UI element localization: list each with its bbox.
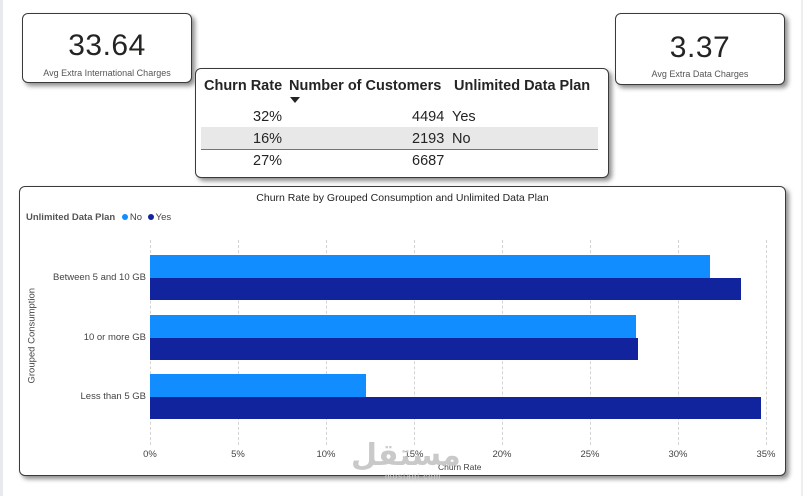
bar-yes-2[interactable] — [150, 396, 761, 419]
bar-no-0[interactable] — [150, 255, 710, 278]
x-tick-label: 25% — [580, 449, 600, 460]
x-tick-label: 30% — [668, 449, 688, 460]
x-tick-label: 5% — [231, 449, 245, 460]
kpi-label: Avg Extra International Charges — [43, 68, 171, 78]
table-cell-plan: No — [452, 131, 471, 147]
y-category-label: 10 or more GB — [83, 331, 146, 343]
legend-title: Unlimited Data Plan — [26, 212, 116, 223]
column-header-churn-rate[interactable]: Churn Rate — [204, 78, 283, 94]
chart-title: Churn Rate by Grouped Consumption and Un… — [256, 192, 549, 204]
table-total-customers: 6687 — [412, 153, 445, 169]
column-header-unlimited-data-plan[interactable]: Unlimited Data Plan — [454, 78, 591, 94]
table-cell-churn-rate: 16% — [253, 131, 283, 147]
legend-item-no[interactable]: No — [129, 212, 143, 223]
table-cell-customers: 4494 — [412, 109, 445, 125]
bar-no-1[interactable] — [150, 315, 636, 338]
y-category-label: Between 5 and 10 GB — [53, 271, 146, 283]
canvas-left-edge — [0, 0, 3, 496]
x-tick-label: 0% — [143, 449, 157, 460]
legend-yes-dot-icon — [147, 214, 154, 221]
y-axis-title: Grouped Consumption — [26, 287, 38, 384]
x-tick-label: 20% — [492, 449, 512, 460]
table-cell-customers: 2193 — [412, 131, 445, 147]
sort-descending-icon[interactable] — [290, 97, 300, 103]
watermark-logo: مستقل — [351, 439, 461, 472]
kpi-card-data-charges[interactable]: 3.37 Avg Extra Data Charges — [615, 13, 785, 85]
x-tick-label: 15% — [404, 449, 424, 460]
column-header-number-of-customers[interactable]: Number of Customers — [289, 78, 442, 94]
kpi-card-international-charges[interactable]: 33.64 Avg Extra International Charges — [22, 13, 192, 83]
kpi-label: Avg Extra Data Charges — [651, 69, 749, 79]
legend-item-yes[interactable]: Yes — [155, 212, 172, 223]
table-total-churn-rate: 27% — [253, 153, 283, 169]
bar-yes-1[interactable] — [150, 337, 638, 360]
kpi-value: 33.64 — [68, 29, 146, 62]
table-cell-plan: Yes — [452, 109, 476, 125]
watermark-url: mostaql.com — [385, 472, 442, 481]
bar-no-2[interactable] — [150, 374, 367, 397]
churn-table-card[interactable] — [195, 68, 609, 178]
table-row-divider — [201, 149, 598, 150]
canvas-right-edge — [801, 0, 803, 496]
table-row-highlight — [201, 127, 598, 149]
gridline — [766, 240, 767, 445]
x-tick-label: 10% — [316, 449, 336, 460]
chart-legend: Unlimited Data Plan No Yes — [26, 212, 171, 223]
gridline — [678, 240, 679, 445]
x-axis-title: Churn Rate — [438, 462, 482, 472]
x-tick-label: 35% — [756, 449, 776, 460]
bar-yes-0[interactable] — [150, 277, 742, 300]
y-category-label: Less than 5 GB — [80, 390, 146, 402]
kpi-value: 3.37 — [669, 31, 731, 64]
table-cell-churn-rate: 32% — [253, 109, 283, 125]
legend-no-dot-icon — [121, 214, 128, 221]
